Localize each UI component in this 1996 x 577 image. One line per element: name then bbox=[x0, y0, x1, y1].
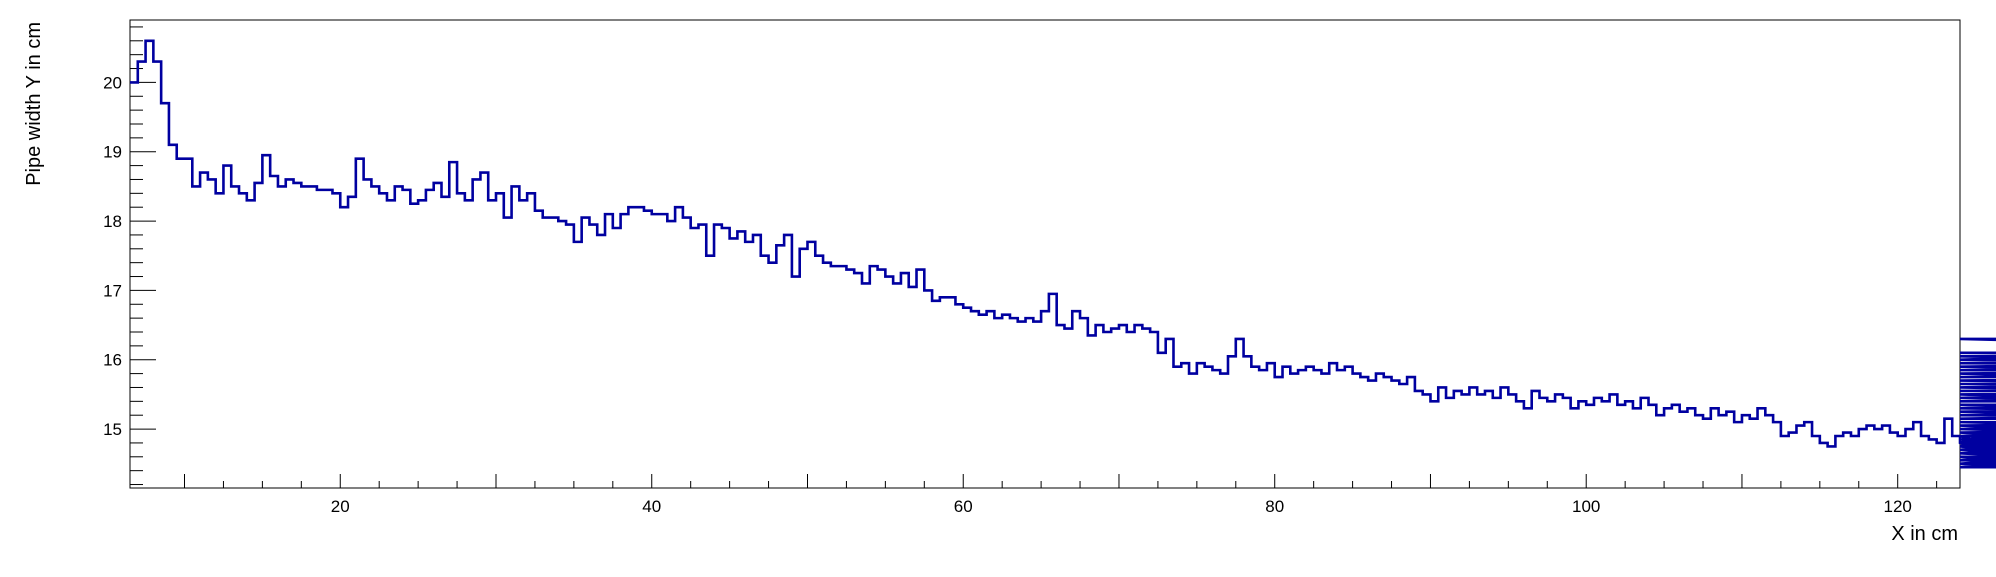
y-tick-label: 16 bbox=[103, 351, 122, 370]
x-tick-label: 60 bbox=[954, 497, 973, 516]
data-series bbox=[130, 39, 1996, 469]
x-tick-label: 100 bbox=[1572, 497, 1600, 516]
y-tick-label: 20 bbox=[103, 73, 122, 92]
histogram-step-line bbox=[130, 39, 1996, 469]
plot-frame bbox=[129, 19, 1961, 489]
y-axis-label: Pipe width Y in cm bbox=[23, 22, 45, 186]
x-tick-label: 40 bbox=[642, 497, 661, 516]
y-tick-label: 18 bbox=[103, 212, 122, 231]
y-tick-label: 17 bbox=[103, 281, 122, 300]
x-tick-label: 20 bbox=[331, 497, 350, 516]
y-axis: 15 16 17 18 19 20 bbox=[103, 26, 156, 486]
x-axis: 20 40 60 80 100 120 bbox=[184, 474, 1938, 516]
x-axis-label: X in cm bbox=[1891, 523, 1958, 545]
x-tick-label: 80 bbox=[1265, 497, 1284, 516]
x-tick-label: 120 bbox=[1884, 497, 1912, 516]
y-tick-label: 19 bbox=[103, 143, 122, 162]
y-tick-label: 15 bbox=[103, 420, 122, 439]
